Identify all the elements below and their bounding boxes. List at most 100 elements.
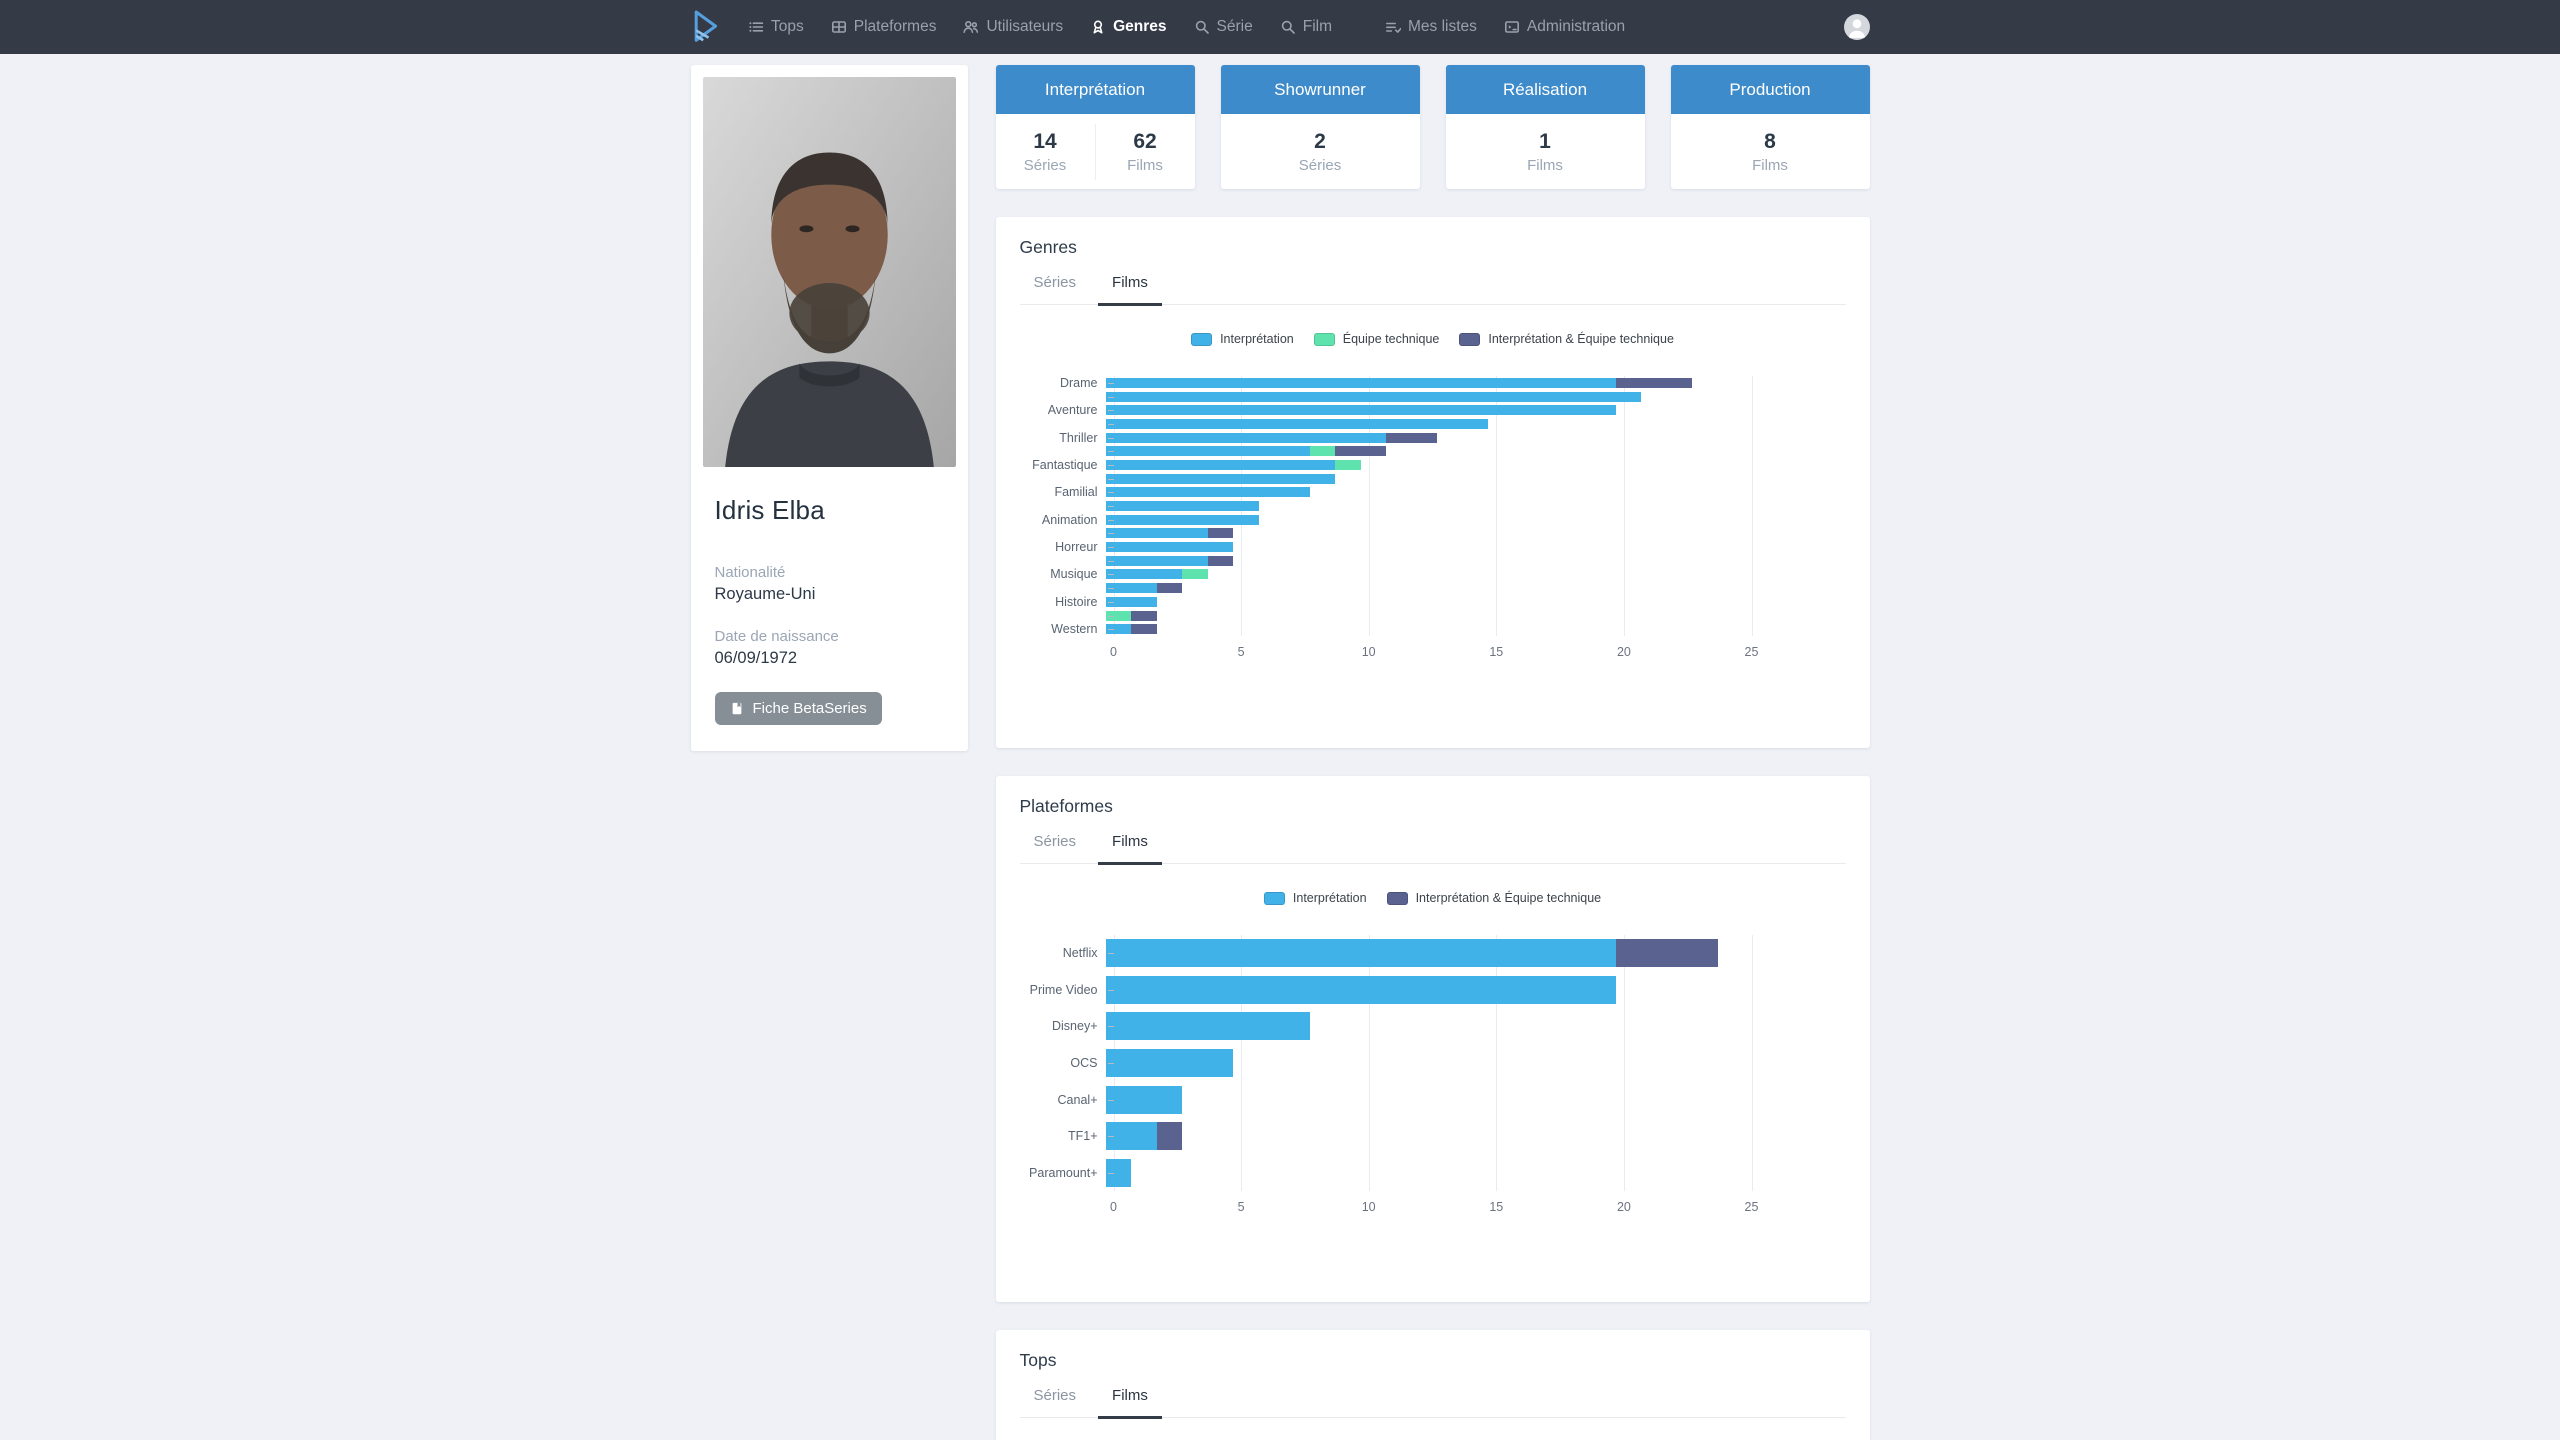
- chart-row: Western: [1020, 622, 1846, 636]
- chart-bar: [1105, 1118, 1183, 1155]
- stat-entry: 1 Films: [1446, 124, 1645, 180]
- chart-row: TF1+: [1020, 1118, 1846, 1155]
- stat-entry-label: Films: [1527, 156, 1563, 174]
- bar-segment-interpr-tation-quipe-technique: [1131, 610, 1157, 621]
- bar-segment-interpr-tation: [1105, 939, 1616, 968]
- axis-tick-mark: [1107, 588, 1114, 590]
- nav-item-administration[interactable]: Administration: [1504, 18, 1625, 36]
- nav-item-film[interactable]: Film: [1280, 18, 1332, 36]
- legend-item[interactable]: Interprétation & Équipe technique: [1459, 332, 1674, 346]
- chart-row: Disney+: [1020, 1008, 1846, 1045]
- bar-segment--quipe-technique: [1105, 610, 1132, 621]
- chart-row: Aventure: [1020, 403, 1846, 417]
- stat-card-title: Réalisation: [1445, 65, 1645, 114]
- panel-tops: Tops Séries Films: [995, 1330, 1870, 1440]
- admin-icon: [1504, 19, 1520, 35]
- gridline: [1623, 935, 1625, 1192]
- axis-tick-mark: [1107, 1099, 1114, 1101]
- panel-plateformes: Plateformes Séries Films Interprétation Inte…: [995, 776, 1870, 1302]
- legend-item[interactable]: Interprétation: [1191, 332, 1294, 346]
- chart-category-label: Familial: [1054, 485, 1098, 500]
- chart-bar: [1105, 527, 1234, 541]
- x-tick-label: 20: [1616, 645, 1631, 660]
- nav-item-plateformes[interactable]: Plateformes: [831, 18, 936, 36]
- axis-tick-mark: [1107, 506, 1114, 508]
- betaseries-logo-icon[interactable]: [690, 9, 720, 45]
- chart-row: Horreur: [1020, 540, 1846, 554]
- tab-films[interactable]: Films: [1098, 833, 1162, 865]
- bar-segment-interpr-tation: [1105, 528, 1208, 539]
- stat-entry-label: Séries: [1023, 156, 1067, 174]
- bar-segment-interpr-tation: [1105, 418, 1489, 429]
- chart-category-label: Aventure: [1047, 403, 1098, 418]
- tab-films[interactable]: Films: [1098, 274, 1162, 306]
- bar-segment-interpr-tation: [1105, 432, 1387, 443]
- legend-color-chip: [1459, 332, 1481, 346]
- birthdate-value: 06/09/1972: [714, 649, 798, 667]
- chart-row: Netflix: [1020, 935, 1846, 972]
- axis-tick-mark: [1107, 519, 1114, 521]
- legend-item[interactable]: Interprétation & Équipe technique: [1386, 891, 1601, 905]
- nationality-label: Nationalité: [714, 564, 786, 581]
- bar-segment-interpr-tation: [1105, 459, 1336, 470]
- chart-bar: [1105, 486, 1310, 500]
- axis-tick-mark: [1107, 410, 1114, 412]
- chart-category-label: Canal+: [1057, 1092, 1098, 1107]
- stat-card-3: Réalisation 1 Films: [1445, 65, 1645, 189]
- axis-tick-mark: [1107, 560, 1114, 562]
- bar-segment-interpr-tation: [1105, 1012, 1310, 1041]
- chart-bar: [1105, 376, 1693, 390]
- chart-bar: [1105, 417, 1489, 431]
- nav-item-série[interactable]: Série: [1194, 18, 1253, 36]
- nav-item-utilisateurs[interactable]: Utilisateurs: [963, 18, 1063, 36]
- x-tick-label: 25: [1744, 1200, 1759, 1215]
- bar-segment-interpr-tation: [1105, 583, 1157, 594]
- nav-item-label: Série: [1216, 18, 1253, 35]
- profile-card: Idris Elba Nationalité Royaume-Uni Date …: [690, 65, 968, 751]
- axis-tick-mark: [1107, 989, 1114, 991]
- legend-item[interactable]: Interprétation: [1263, 891, 1367, 905]
- nav-item-label: Mes listes: [1408, 18, 1477, 35]
- chart-row: [1020, 527, 1846, 541]
- legend-item[interactable]: Équipe technique: [1313, 332, 1439, 346]
- x-tick-label: 20: [1616, 1200, 1631, 1215]
- chart-row: Musique: [1020, 567, 1846, 581]
- nav-item-label: Film: [1302, 18, 1333, 35]
- bar-segment-interpr-tation: [1105, 391, 1642, 402]
- bar-segment-interpr-tation: [1105, 501, 1259, 512]
- nav-item-tops[interactable]: Tops: [748, 18, 804, 36]
- stat-card-2: Showrunner 2 Séries: [1220, 65, 1420, 189]
- axis-tick-mark: [1107, 953, 1114, 955]
- nav-item-label: Administration: [1526, 18, 1626, 35]
- stat-card-title: Showrunner: [1220, 65, 1420, 114]
- chart-bar: [1105, 472, 1336, 486]
- tab-séries[interactable]: Séries: [1033, 833, 1077, 850]
- right-column: Interprétation 14 Séries 62 Films Showrunner 2…: [995, 65, 1870, 1440]
- chart-category-label: Fantastique: [1032, 457, 1098, 472]
- genres-films-chart: Drame Aventure Thriller Fantastique Familial…: [1020, 376, 1846, 666]
- x-tick-label: 15: [1489, 1200, 1504, 1215]
- stat-card-body: 2 Séries: [1221, 114, 1420, 189]
- nav-item-mes-listes[interactable]: Mes listes: [1385, 18, 1477, 36]
- betaseries-sheet-button[interactable]: Fiche BetaSeries: [714, 692, 882, 725]
- stat-value: 2: [1314, 129, 1326, 153]
- axis-tick-mark: [1107, 396, 1114, 398]
- chart-category-label: Thriller: [1059, 430, 1098, 445]
- nav-item-genres[interactable]: Genres: [1090, 18, 1167, 36]
- bar-segment-interpr-tation-quipe-technique: [1207, 555, 1234, 566]
- x-tick-label: 0: [1110, 1200, 1117, 1215]
- tab-films[interactable]: Films: [1098, 1387, 1162, 1419]
- chart-row: Fantastique: [1020, 458, 1846, 472]
- bar-segment-interpr-tation-quipe-technique: [1386, 432, 1438, 443]
- legend-label: Interprétation: [1292, 891, 1367, 905]
- bar-segment-interpr-tation: [1105, 473, 1336, 484]
- tab-séries[interactable]: Séries: [1033, 274, 1077, 291]
- gridline: [1241, 935, 1243, 1192]
- chart-x-axis: 0 5 10 15 20 25: [1020, 1191, 1846, 1221]
- gridline: [1496, 935, 1498, 1192]
- user-avatar[interactable]: [1844, 14, 1870, 40]
- book-icon: [730, 701, 744, 716]
- chart-bar: [1105, 444, 1387, 458]
- axis-tick-mark: [1107, 629, 1114, 631]
- tab-séries[interactable]: Séries: [1033, 1387, 1077, 1404]
